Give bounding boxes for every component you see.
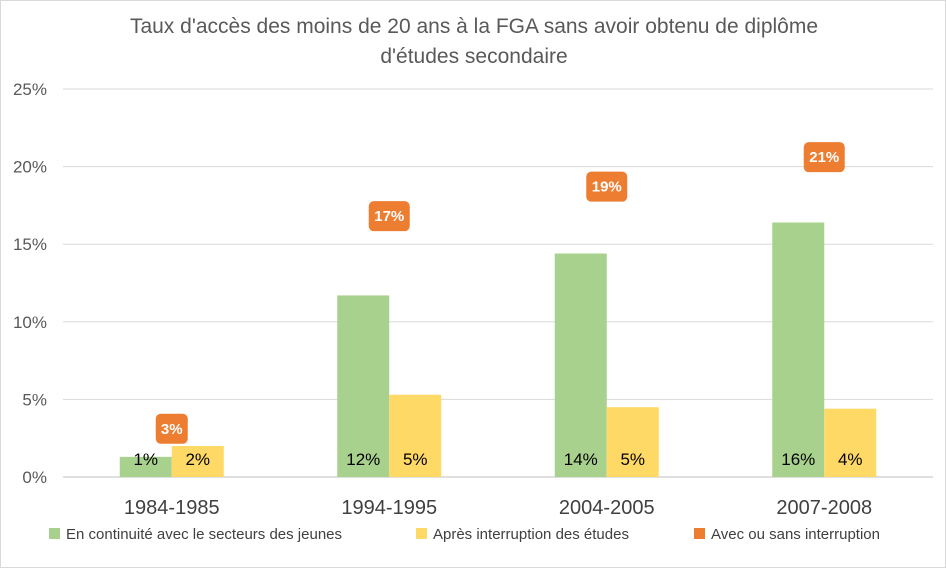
bar-continuite [554,253,607,477]
y-tick-label: 5% [22,390,47,409]
total-callout [155,413,188,444]
y-tick-label: 20% [13,158,47,177]
y-tick-label: 15% [13,235,47,254]
bar-interruption [389,394,442,477]
data-label: 16% [781,450,815,469]
data-label: 12% [346,450,380,469]
total-callout [586,171,628,202]
total-callout-label: 17% [374,208,404,225]
legend-swatch [694,528,705,539]
category-label: 2004-2005 [559,497,655,519]
bars [119,222,877,477]
y-tick-label: 10% [13,313,47,332]
total-callout [803,142,845,173]
chart-title-line-2: d'études secondaire [380,45,567,68]
data-label: 2% [185,450,210,469]
category-label: 1994-1995 [341,497,437,519]
legend-label: Avec ou sans interruption [711,526,880,543]
total-callout-label: 19% [592,179,622,196]
y-tick-label: 0% [22,468,47,487]
total-callout-label: 21% [809,149,839,166]
data-label: 14% [564,450,598,469]
x-axis-categories: 1984-1985 1994-1995 2004-2005 2007-2008 [124,497,872,519]
category-label: 2007-2008 [776,497,872,519]
bar-interruption [171,445,224,477]
total-callout [368,201,410,232]
y-tick-label: 25% [13,80,47,99]
data-label: 4% [838,450,863,469]
data-label: 1% [133,450,158,469]
category-label: 1984-1985 [124,497,220,519]
data-label: 5% [620,450,645,469]
chart-title-line-1: Taux d'accès des moins de 20 ans à la FG… [130,15,818,38]
bar-interruption [824,408,877,477]
legend-label: Après interruption des études [433,526,629,543]
bar-continuite [772,222,825,477]
data-labels: 1% 2%3% 12% 5% 17% 14% 5% 19% 16% 4% 21% [133,142,863,469]
legend-swatch [49,528,60,539]
bar-continuite [337,295,390,477]
total-callout-label: 3% [161,421,183,438]
bar-interruption [606,407,659,477]
legend-label: En continuité avec le secteurs des jeune… [66,526,342,543]
data-label: 5% [403,450,428,469]
y-axis-ticks: 0% 5% 10% 15% 20% 25% [13,80,47,487]
bar-continuite [119,456,172,477]
legend: En continuité avec le secteurs des jeune… [49,526,880,543]
legend-swatch [416,528,427,539]
